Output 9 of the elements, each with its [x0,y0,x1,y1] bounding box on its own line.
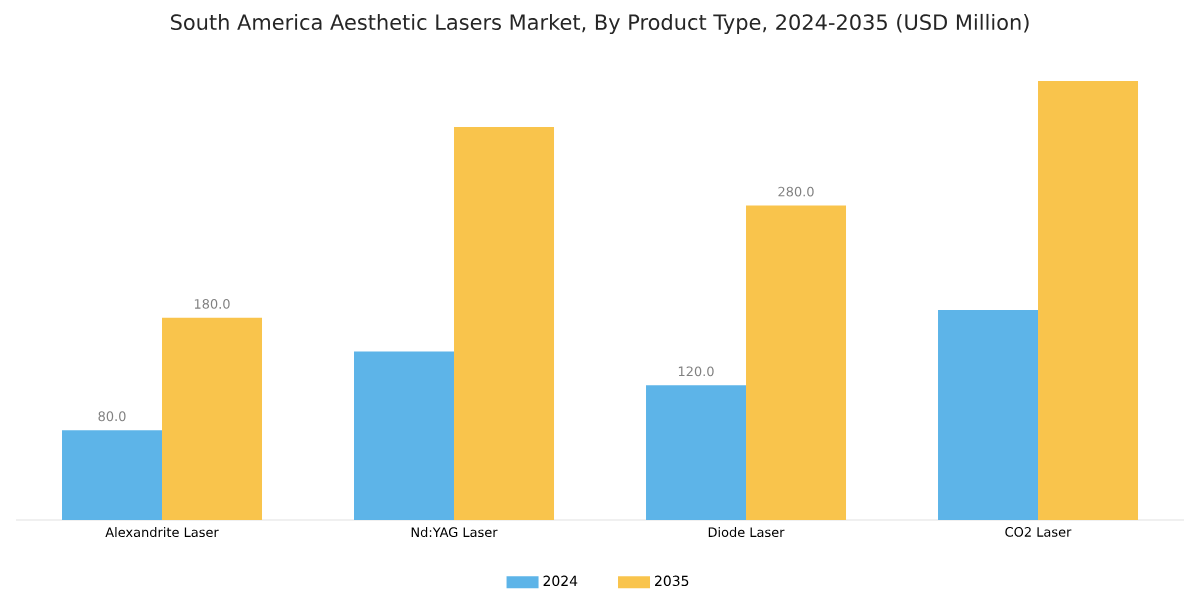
bar [1038,80,1139,520]
bar [746,205,847,520]
bar [454,126,555,520]
bar [938,310,1039,520]
bar [162,317,263,520]
bar [646,385,747,520]
chart-title: South America Aesthetic Lasers Market, By Product Type, 2024-2035 (USD Million) [170,13,1029,35]
bar [62,430,163,520]
bar [354,351,455,520]
